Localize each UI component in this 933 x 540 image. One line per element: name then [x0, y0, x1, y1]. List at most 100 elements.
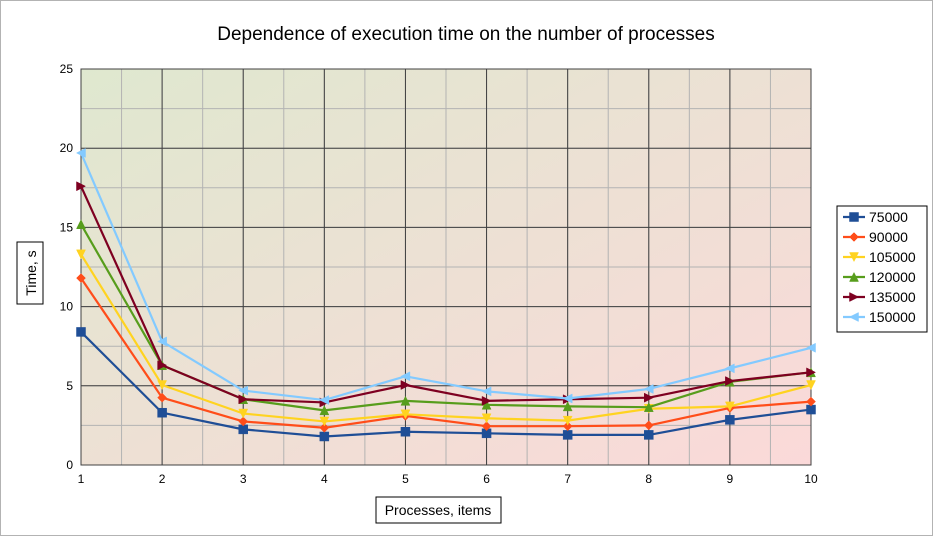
legend-label: 75000 — [869, 209, 908, 225]
plot-border — [80, 68, 812, 466]
data-point-marker — [157, 360, 168, 371]
data-point-marker — [75, 148, 86, 158]
chart-title: Dependence of execution time on the numb… — [217, 24, 714, 45]
data-point-marker — [481, 421, 492, 432]
series-lines — [75, 148, 817, 442]
data-point-marker — [643, 420, 654, 431]
data-point-marker — [76, 273, 86, 283]
data-point-marker — [849, 232, 859, 242]
legend-label: 90000 — [869, 229, 908, 245]
data-point-marker — [319, 431, 330, 442]
legend-item-135000: 135000 — [843, 289, 916, 305]
legend: 75000 90000 105000 120000 135000 150000 — [836, 205, 928, 333]
legend-label: 150000 — [869, 309, 916, 325]
data-point-marker — [481, 386, 492, 397]
data-point-marker — [849, 292, 860, 302]
x-axis-title: Processes, items — [375, 496, 502, 524]
series-150000 — [75, 148, 816, 405]
data-point-marker — [806, 367, 817, 378]
data-point-marker — [481, 395, 492, 406]
x-tick-label: 6 — [483, 472, 490, 486]
data-point-marker — [238, 408, 249, 419]
data-point-marker — [157, 392, 167, 403]
data-point-marker — [400, 426, 411, 437]
x-axis-label: Processes, items — [385, 502, 492, 518]
data-point-marker — [849, 252, 859, 263]
data-point-marker — [562, 401, 573, 412]
legend-item-75000: 75000 — [843, 209, 908, 225]
series-line — [80, 277, 812, 429]
data-point-marker — [562, 393, 573, 404]
x-tick-label: 2 — [159, 472, 166, 486]
data-point-marker — [319, 405, 330, 416]
axes — [80, 68, 812, 466]
data-point-marker — [76, 219, 86, 229]
data-point-marker — [157, 336, 167, 347]
y-tick-labels: 0 5 10 15 20 25 — [60, 62, 74, 472]
data-point-marker — [562, 415, 573, 426]
series-line — [80, 331, 812, 438]
data-point-marker — [724, 401, 735, 412]
y-tick-label: 20 — [60, 141, 74, 155]
data-point-marker — [644, 392, 654, 403]
data-point-marker — [725, 376, 735, 386]
legend-item-120000: 120000 — [843, 269, 916, 285]
data-point-marker — [76, 327, 86, 337]
data-point-marker — [562, 430, 573, 440]
data-point-marker — [806, 380, 816, 391]
x-tick-label: 10 — [804, 472, 818, 486]
data-point-marker — [400, 371, 411, 382]
series-90000 — [76, 273, 816, 433]
x-axis-title-box — [375, 496, 502, 524]
data-point-marker — [481, 413, 492, 424]
data-point-marker — [157, 407, 167, 418]
data-point-marker — [644, 430, 654, 440]
data-point-marker — [849, 212, 859, 222]
legend-label: 105000 — [869, 249, 916, 265]
data-point-marker — [238, 385, 248, 396]
series-line — [80, 253, 812, 423]
x-tick-label: 9 — [727, 472, 734, 486]
series-line — [79, 152, 812, 402]
legend-label: 135000 — [869, 289, 916, 305]
y-axis-title-box — [16, 241, 44, 305]
legend-item-150000: 150000 — [843, 309, 916, 325]
data-point-marker — [643, 402, 654, 412]
data-point-marker — [848, 312, 859, 322]
y-tick-label: 0 — [66, 458, 73, 472]
legend-item-105000: 105000 — [843, 249, 916, 265]
data-point-marker — [238, 394, 249, 405]
x-tick-label: 7 — [564, 472, 571, 486]
legend-item-90000: 90000 — [843, 229, 908, 245]
data-point-marker — [400, 395, 411, 406]
data-point-marker — [849, 271, 859, 282]
data-point-marker — [319, 395, 330, 405]
y-tick-label: 5 — [66, 379, 73, 393]
data-point-marker — [76, 249, 86, 260]
data-point-marker — [643, 384, 654, 394]
data-point-marker — [319, 422, 330, 433]
y-tick-label: 15 — [60, 220, 74, 234]
data-point-marker — [806, 396, 816, 407]
legend-box — [836, 205, 928, 333]
y-tick-label: 25 — [60, 62, 74, 76]
data-point-marker — [400, 380, 411, 390]
data-point-marker — [400, 409, 411, 420]
series-75000 — [76, 327, 816, 442]
data-point-marker — [481, 399, 492, 410]
data-point-marker — [562, 421, 573, 432]
series-line — [79, 185, 812, 404]
x-tick-label: 8 — [645, 472, 652, 486]
legend-label: 120000 — [869, 269, 916, 285]
y-axis-label: Time, s — [23, 250, 39, 295]
x-tick-label: 3 — [240, 472, 247, 486]
data-point-marker — [319, 416, 330, 427]
y-axis-title: Time, s — [16, 241, 44, 305]
data-point-marker — [805, 342, 816, 353]
x-tick-label: 1 — [78, 472, 85, 486]
data-point-marker — [724, 363, 735, 374]
x-tick-labels: 1 2 3 4 5 6 7 8 9 10 — [78, 472, 818, 486]
data-point-marker — [157, 380, 168, 391]
